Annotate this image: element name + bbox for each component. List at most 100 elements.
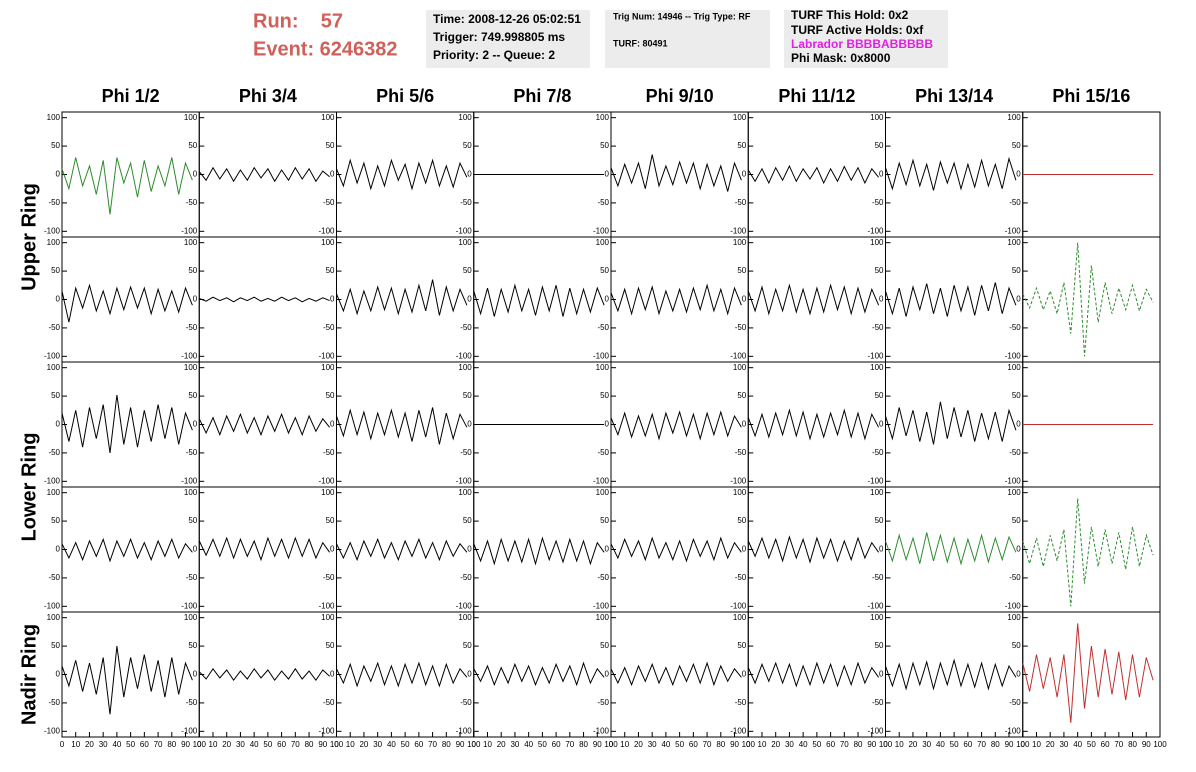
y-tick-label: 100 [184,488,198,497]
y-tick-label: 50 [1012,391,1021,400]
y-tick-label: -50 [597,573,609,582]
x-tick-label: 40 [1073,740,1082,749]
waveform [747,408,880,441]
y-tick-label: 50 [875,266,884,275]
y-tick-label: 100 [458,238,472,247]
y-tick-label: 0 [330,420,335,429]
y-tick-label: 100 [870,363,884,372]
y-tick-label: 0 [193,295,198,304]
info-box [426,10,590,68]
y-tick-label: -100 [318,601,335,610]
y-tick-label: -100 [318,476,335,485]
y-tick-label: 0 [467,670,472,679]
panel-frame [198,111,337,238]
x-tick-label: 0 [60,740,65,749]
x-tick-label: 60 [552,740,561,749]
y-tick-label: 0 [605,295,610,304]
y-tick-label: -100 [1005,601,1022,610]
y-tick-label: 50 [737,641,746,650]
x-tick-label: 60 [689,740,698,749]
waveform [610,154,742,192]
y-tick-label: -100 [181,226,198,235]
y-tick-label: -50 [735,323,747,332]
column-title: Phi 7/8 [513,86,571,106]
y-tick-label: -50 [48,573,60,582]
y-tick-label: -50 [597,448,609,457]
x-tick-label: 10 [620,740,629,749]
x-tick-label: 90 [181,740,190,749]
y-tick-label: 0 [879,420,884,429]
y-tick-label: 50 [875,391,884,400]
x-tick-label: 70 [154,740,163,749]
y-tick-label: -50 [872,698,884,707]
y-tick-label: 50 [1012,641,1021,650]
waveform [198,536,331,562]
y-tick-label: 100 [184,613,198,622]
x-tick-label: 50 [1087,740,1096,749]
waveform [610,283,742,316]
x-tick-label: 0 [609,740,614,749]
y-tick-label: -100 [456,476,473,485]
x-tick-label: 30 [373,740,382,749]
y-tick-label: 100 [1007,238,1021,247]
y-tick-label: -100 [181,476,198,485]
y-tick-label: 0 [56,420,61,429]
y-tick-label: 0 [1016,170,1021,179]
x-tick-label: 50 [950,740,959,749]
y-tick-label: 50 [51,391,60,400]
y-tick-label: 100 [733,363,747,372]
y-tick-label: -50 [460,698,472,707]
y-tick-label: -100 [593,351,610,360]
y-tick-label: 50 [463,266,472,275]
y-tick-label: 0 [879,170,884,179]
waveform [61,646,193,715]
panel-frame [747,236,886,363]
x-tick-label: 100 [467,740,481,749]
y-tick-label: 100 [458,488,472,497]
waveform [747,535,880,564]
y-tick-label: 100 [870,613,884,622]
waveform [473,536,605,566]
x-tick-label: 40 [799,740,808,749]
y-tick-label: 50 [188,266,197,275]
waveform [336,279,468,316]
y-tick-label: -100 [867,226,884,235]
info-text: Phi Mask: 0x8000 [791,51,891,65]
x-tick-label: 70 [428,740,437,749]
y-tick-label: 0 [193,670,198,679]
panel-frame [747,111,886,238]
column-title: Phi 9/10 [646,86,714,106]
y-tick-label: -100 [181,351,198,360]
y-tick-label: 0 [1016,545,1021,554]
panel-frame [198,361,337,488]
waveform [610,661,742,687]
y-tick-label: -50 [597,323,609,332]
y-tick-label: -100 [456,726,473,735]
panel-frame [1022,611,1161,738]
x-tick-label: 100 [742,740,756,749]
x-tick-label: 10 [71,740,80,749]
y-tick-label: -100 [593,601,610,610]
panel-frame [61,361,200,488]
waveform [336,407,468,445]
y-tick-label: -100 [867,726,884,735]
panel-frame [1022,236,1161,363]
row-title: Upper Ring [18,183,40,291]
y-tick-label: 0 [193,420,198,429]
column-title: Phi 13/14 [915,86,993,106]
y-tick-label: 100 [596,113,610,122]
x-tick-label: 70 [1114,740,1123,749]
panel-frame [61,611,200,738]
y-tick-label: -50 [597,698,609,707]
y-tick-label: 50 [326,391,335,400]
panel-frame [885,361,1024,488]
x-tick-label: 40 [387,740,396,749]
y-tick-label: -50 [735,198,747,207]
y-tick-label: 0 [742,170,747,179]
y-tick-label: -50 [872,573,884,582]
y-tick-label: -100 [181,601,198,610]
y-tick-label: 100 [733,613,747,622]
y-tick-label: 0 [605,670,610,679]
y-tick-label: -100 [593,226,610,235]
